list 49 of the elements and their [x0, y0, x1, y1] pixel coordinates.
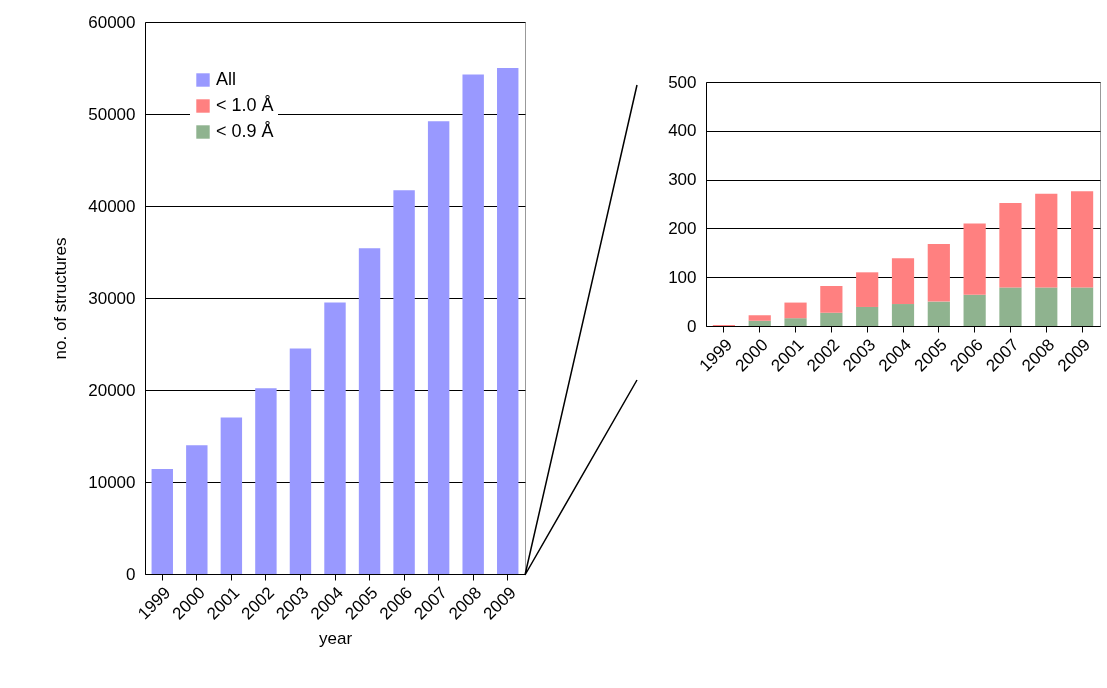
bar: [748, 315, 771, 321]
bar: [891, 258, 915, 305]
y-axis-title: no. of structures: [51, 237, 71, 360]
bar: [462, 74, 484, 574]
y-tick-label: 400: [668, 121, 697, 141]
bar: [784, 302, 807, 319]
bar: [963, 294, 986, 326]
bar: [427, 121, 450, 574]
bar: [1070, 287, 1094, 326]
bar: [999, 287, 1022, 326]
bar: [151, 469, 173, 574]
y-tick-label: 50000: [88, 104, 136, 124]
y-tick-label: 10000: [88, 472, 136, 492]
bar: [324, 302, 346, 574]
y-tick-label: 60000: [88, 12, 136, 32]
bar: [999, 203, 1022, 288]
bar: [255, 388, 277, 574]
legend-label: < 0.9 Å: [216, 121, 274, 141]
bar: [186, 445, 208, 574]
x-axis-title: year: [318, 628, 353, 648]
bar: [1070, 191, 1094, 288]
y-tick-label: 300: [668, 170, 697, 190]
bar: [497, 68, 519, 574]
y-tick-label: 0: [687, 316, 697, 336]
legend-label: < 1.0 Å: [216, 95, 274, 115]
bar: [856, 306, 879, 326]
y-tick-label: 200: [668, 218, 697, 238]
bar: [820, 285, 843, 313]
bar: [963, 223, 986, 295]
bar: [784, 318, 807, 326]
bar: [1035, 193, 1058, 288]
bar: [748, 320, 771, 326]
bar: [1035, 287, 1058, 326]
legend-label: All: [216, 69, 237, 89]
y-tick-label: 100: [668, 267, 697, 287]
y-tick-label: 500: [668, 72, 697, 92]
bar: [927, 244, 950, 302]
y-tick-label: 20000: [88, 380, 136, 400]
bar: [289, 348, 312, 574]
y-tick-label: 30000: [88, 288, 136, 308]
y-tick-label: 0: [126, 564, 136, 584]
bar: [856, 272, 879, 307]
y-tick-label: 40000: [88, 196, 136, 216]
bar: [927, 301, 950, 326]
bar: [393, 190, 415, 574]
bar: [220, 417, 243, 574]
bar: [891, 304, 915, 326]
bar: [820, 312, 843, 326]
bar: [358, 248, 381, 574]
